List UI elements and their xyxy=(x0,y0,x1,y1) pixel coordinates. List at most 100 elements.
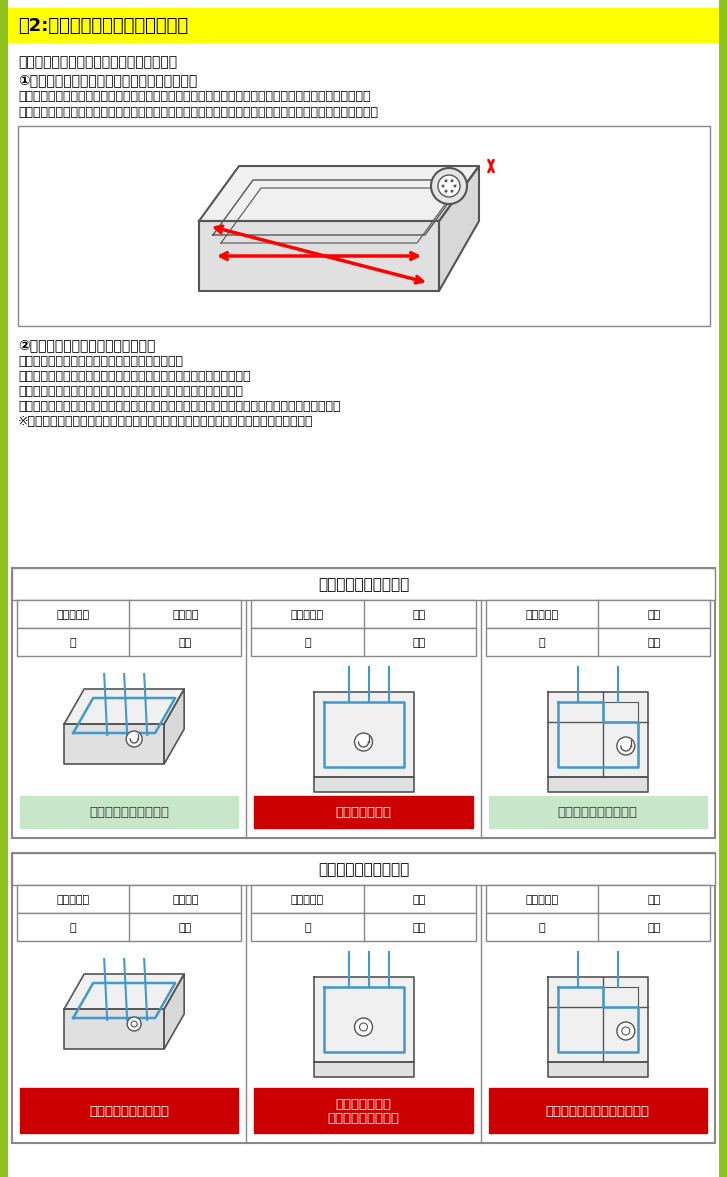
Bar xyxy=(719,0,727,1177)
Bar xyxy=(17,885,241,913)
Text: 真下以外: 真下以外 xyxy=(172,610,198,620)
Circle shape xyxy=(451,179,454,182)
Text: 排水エルボがない場合: 排水エルボがない場合 xyxy=(318,863,409,878)
Circle shape xyxy=(441,185,444,187)
Circle shape xyxy=(616,1022,635,1040)
Text: そのまま設置できます: そのまま設置できます xyxy=(89,806,169,819)
Bar xyxy=(254,1088,473,1133)
Bar xyxy=(0,0,8,1177)
Text: なし: なし xyxy=(179,638,192,649)
Bar xyxy=(18,126,710,326)
Circle shape xyxy=(126,731,142,747)
Circle shape xyxy=(359,1023,368,1031)
Text: 真下排水ユニットと: 真下排水ユニットと xyxy=(327,1112,400,1125)
Text: 真下排水ユニットが必要です: 真下排水ユニットが必要です xyxy=(546,1105,650,1118)
Bar xyxy=(12,853,715,885)
Circle shape xyxy=(355,1018,372,1036)
Bar xyxy=(252,913,475,940)
Text: 台: 台 xyxy=(304,923,310,933)
Text: 【2:設置場所をご確認ください】: 【2:設置場所をご確認ください】 xyxy=(18,18,188,35)
Polygon shape xyxy=(548,977,648,1062)
Circle shape xyxy=(127,1017,141,1031)
Polygon shape xyxy=(164,689,184,764)
Text: 排水エルボが必要です: 排水エルボが必要です xyxy=(89,1105,169,1118)
Text: なし: なし xyxy=(179,923,192,933)
Text: なし: なし xyxy=(413,638,426,649)
Bar xyxy=(17,913,241,940)
Bar xyxy=(17,629,241,656)
Text: 真下: 真下 xyxy=(647,610,661,620)
Text: 足台が必要です: 足台が必要です xyxy=(335,806,392,819)
Bar xyxy=(20,796,238,827)
Bar xyxy=(252,885,475,913)
Bar xyxy=(20,1088,238,1133)
Bar xyxy=(486,629,710,656)
Text: 真下以外: 真下以外 xyxy=(172,895,198,905)
Text: 排水口の位置等によっては別途部品が必要になる場合がございます。: 排水口の位置等によっては別途部品が必要になる場合がございます。 xyxy=(18,370,251,383)
Polygon shape xyxy=(199,166,479,221)
Text: 排水口位置: 排水口位置 xyxy=(57,895,89,905)
Circle shape xyxy=(616,737,635,754)
Circle shape xyxy=(444,189,448,193)
Text: 防水フロアにはさまざまなタイプがございます。: 防水フロアにはさまざまなタイプがございます。 xyxy=(18,355,183,368)
Text: 台: 台 xyxy=(70,638,76,649)
Text: 台: 台 xyxy=(304,638,310,649)
Text: 設置場所に防水フロアがあるか、また、ご購入の機種が防水フロア内に収まるか、内径をご確認ください。: 設置場所に防水フロアがあるか、また、ご購入の機種が防水フロア内に収まるか、内径を… xyxy=(18,106,378,119)
Text: 排水エルボがある場合: 排水エルボがある場合 xyxy=(318,578,409,592)
Text: あり: あり xyxy=(647,923,661,933)
Circle shape xyxy=(131,1020,137,1028)
Bar xyxy=(12,853,715,1143)
Bar xyxy=(254,796,473,827)
Polygon shape xyxy=(64,724,164,764)
Bar xyxy=(486,600,710,629)
Bar xyxy=(12,568,715,838)
Bar xyxy=(8,8,719,44)
Text: そのまま設置できます: そのまま設置できます xyxy=(558,806,638,819)
Text: 真下: 真下 xyxy=(413,610,426,620)
Bar xyxy=(252,629,475,656)
Polygon shape xyxy=(313,692,414,777)
Circle shape xyxy=(355,733,372,751)
Text: 足台が必要です: 足台が必要です xyxy=(335,1098,392,1111)
Polygon shape xyxy=(548,777,648,791)
Text: 真下: 真下 xyxy=(647,895,661,905)
Text: 台: 台 xyxy=(539,638,545,649)
Text: 真下: 真下 xyxy=(413,895,426,905)
Bar xyxy=(486,913,710,940)
Text: ①防水フロア（防水パン）をご確認ください。: ①防水フロア（防水パン）をご確認ください。 xyxy=(18,73,197,87)
Circle shape xyxy=(622,1028,630,1035)
Polygon shape xyxy=(199,221,439,291)
Text: 台: 台 xyxy=(539,923,545,933)
Text: 設置に必要な別途部品をご用意頂けていない場合には、設置が完了できない場合がございます。: 設置に必要な別途部品をご用意頂けていない場合には、設置が完了できない場合がござい… xyxy=(18,400,340,413)
Bar xyxy=(489,1088,707,1133)
Text: マンションやアパートには、下記のようなプラスチック製の防水フロアを使用している場合があります。: マンションやアパートには、下記のようなプラスチック製の防水フロアを使用している場… xyxy=(18,89,371,104)
Text: ②排水口の位置をご確認ください。: ②排水口の位置をご確認ください。 xyxy=(18,338,156,352)
Bar xyxy=(17,600,241,629)
Text: あり: あり xyxy=(647,638,661,649)
Text: 洗濯機を設置する場所をご確認ください。: 洗濯機を設置する場所をご確認ください。 xyxy=(18,55,177,69)
Circle shape xyxy=(431,168,467,204)
Polygon shape xyxy=(313,1062,414,1077)
Circle shape xyxy=(438,175,460,197)
Polygon shape xyxy=(313,977,414,1062)
Polygon shape xyxy=(164,975,184,1049)
Text: 台: 台 xyxy=(70,923,76,933)
Polygon shape xyxy=(548,692,648,777)
Polygon shape xyxy=(64,689,184,724)
Text: 排水口位置: 排水口位置 xyxy=(291,895,324,905)
Bar xyxy=(489,796,707,827)
Bar xyxy=(252,600,475,629)
Polygon shape xyxy=(313,777,414,791)
Bar xyxy=(12,568,715,600)
Polygon shape xyxy=(64,975,184,1009)
Circle shape xyxy=(454,185,457,187)
Text: なし: なし xyxy=(413,923,426,933)
Text: 排水口位置: 排水口位置 xyxy=(525,895,558,905)
Text: ※商品開梱後の交換・返品はいたしかねます。必ず設置場所を事前にご確認ください。: ※商品開梱後の交換・返品はいたしかねます。必ず設置場所を事前にご確認ください。 xyxy=(18,415,313,428)
Circle shape xyxy=(451,189,454,193)
Text: 設置に必要な別途部品は予めお客様にてご用意をお願い致します。: 設置に必要な別途部品は予めお客様にてご用意をお願い致します。 xyxy=(18,385,243,398)
Polygon shape xyxy=(548,1062,648,1077)
Text: 排水口位置: 排水口位置 xyxy=(57,610,89,620)
Polygon shape xyxy=(64,1009,164,1049)
Circle shape xyxy=(444,179,448,182)
